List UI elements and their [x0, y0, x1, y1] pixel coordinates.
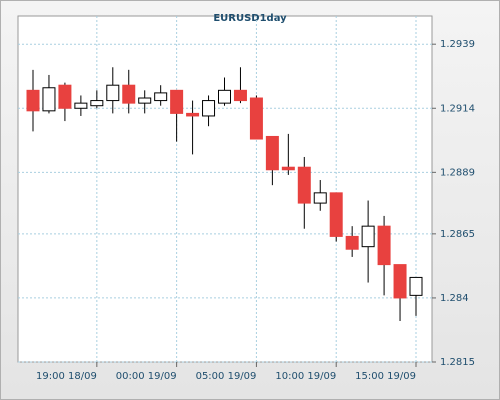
candle-body: [58, 84, 72, 109]
candle-body: [154, 92, 168, 102]
candle-body: [42, 87, 56, 112]
candle-body: [122, 84, 136, 104]
candle-body: [74, 102, 88, 109]
candle-body: [345, 235, 359, 250]
candle-body: [329, 192, 343, 237]
candle-body: [377, 225, 391, 266]
candle-body: [90, 100, 104, 107]
candle-body: [26, 89, 40, 112]
x-tick-label: 10:00 19/09: [275, 371, 336, 382]
y-tick-label: 1.2939: [440, 39, 475, 50]
candle-body: [393, 264, 407, 299]
y-tick-label: 1.284: [440, 293, 469, 304]
candle-body: [138, 97, 152, 104]
x-tick-label: 15:00 19/09: [355, 371, 416, 382]
x-tick-label: 00:00 19/09: [116, 371, 177, 382]
y-tick-label: 1.2889: [440, 167, 475, 178]
candle-body: [233, 89, 247, 102]
y-tick-label: 1.2815: [440, 357, 475, 368]
candle-body: [281, 166, 295, 171]
candle-body: [186, 112, 200, 117]
candle-body: [409, 276, 423, 296]
plot-area: [17, 15, 433, 363]
x-tick-label: 19:00 18/09: [36, 371, 97, 382]
x-tick-label: 05:00 19/09: [196, 371, 257, 382]
candle-body: [170, 89, 184, 114]
y-tick-label: 1.2914: [440, 103, 475, 114]
candle-body: [313, 192, 327, 204]
candle-body: [361, 225, 375, 248]
candle-body: [202, 100, 216, 117]
y-tick-label: 1.2865: [440, 229, 475, 240]
candle-body: [249, 97, 263, 140]
candle-body: [297, 166, 311, 204]
candle-body: [218, 89, 231, 104]
chart-title: EURUSD1day: [213, 13, 287, 24]
candle-body: [106, 84, 120, 102]
candle-body: [265, 135, 279, 171]
